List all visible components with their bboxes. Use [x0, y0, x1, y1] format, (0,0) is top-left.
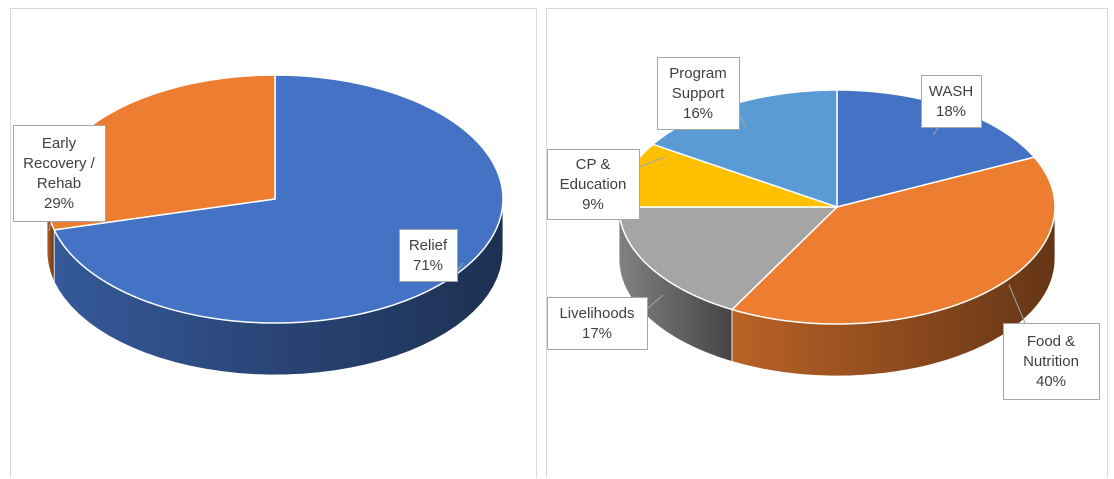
label-leader-line [1008, 284, 1026, 324]
slice-category-label: WASH [929, 83, 973, 100]
pie-slice-2 [618, 206, 838, 311]
slice-label-1: Early Recovery / Rehab 29% [13, 125, 106, 232]
slice-value-label: 17% [582, 325, 612, 342]
slice-label-2: Livelihoods 17% [547, 294, 664, 350]
slice-category-label: Rehab [37, 175, 81, 192]
slice-category-label: CP & [576, 156, 611, 173]
slice-category-label: Nutrition [1023, 353, 1079, 370]
slice-value-label: 40% [1036, 373, 1066, 390]
slice-category-label: Education [560, 176, 627, 193]
slice-value-label: 29% [44, 195, 74, 212]
slice-category-label: Relief [409, 237, 448, 254]
chart-panel-left: Relief 71% Early Recovery / Rehab 29% [10, 8, 537, 478]
pie-chart-left: Relief 71% Early Recovery / Rehab 29% [13, 74, 504, 376]
label-box [547, 149, 640, 220]
label-box [657, 57, 740, 130]
slice-value-label: 9% [582, 196, 604, 213]
pie-top-faces [46, 74, 504, 324]
label-box [399, 229, 458, 282]
slice-category-label: Support [672, 85, 725, 102]
slice-value-label: 18% [936, 103, 966, 120]
pie-top-faces [618, 89, 1056, 325]
label-box [547, 297, 648, 350]
pie-chart-right: WASH 18% Food & Nutrition 40% Livelihoods 17% C… [547, 57, 1100, 400]
label-box [1003, 323, 1100, 400]
pie-slice-1 [731, 156, 1056, 325]
slice-label-4: Program Support 16% [657, 57, 746, 130]
label-leader-line [638, 156, 666, 168]
label-leader-line [48, 220, 52, 232]
chart-panel-right: WASH 18% Food & Nutrition 40% Livelihoods 17% C… [546, 8, 1108, 478]
slice-category-label: Program [669, 65, 727, 82]
slice-category-label: Early [42, 135, 77, 152]
slice-value-label: 71% [413, 257, 443, 274]
slice-label-0: Relief 71% [399, 229, 464, 282]
slice-category-label: Recovery / [23, 155, 96, 172]
label-leader-line [646, 294, 664, 310]
slice-value-label: 16% [683, 105, 713, 122]
slice-label-1: Food & Nutrition 40% [1003, 284, 1100, 400]
slice-category-label: Livelihoods [559, 305, 634, 322]
slice-label-0: WASH 18% [921, 75, 982, 136]
label-box [13, 125, 106, 222]
slice-label-3: CP & Education 9% [547, 149, 666, 220]
slice-category-label: Food & [1027, 333, 1075, 350]
label-box [921, 75, 982, 128]
label-leader-line [932, 126, 940, 136]
